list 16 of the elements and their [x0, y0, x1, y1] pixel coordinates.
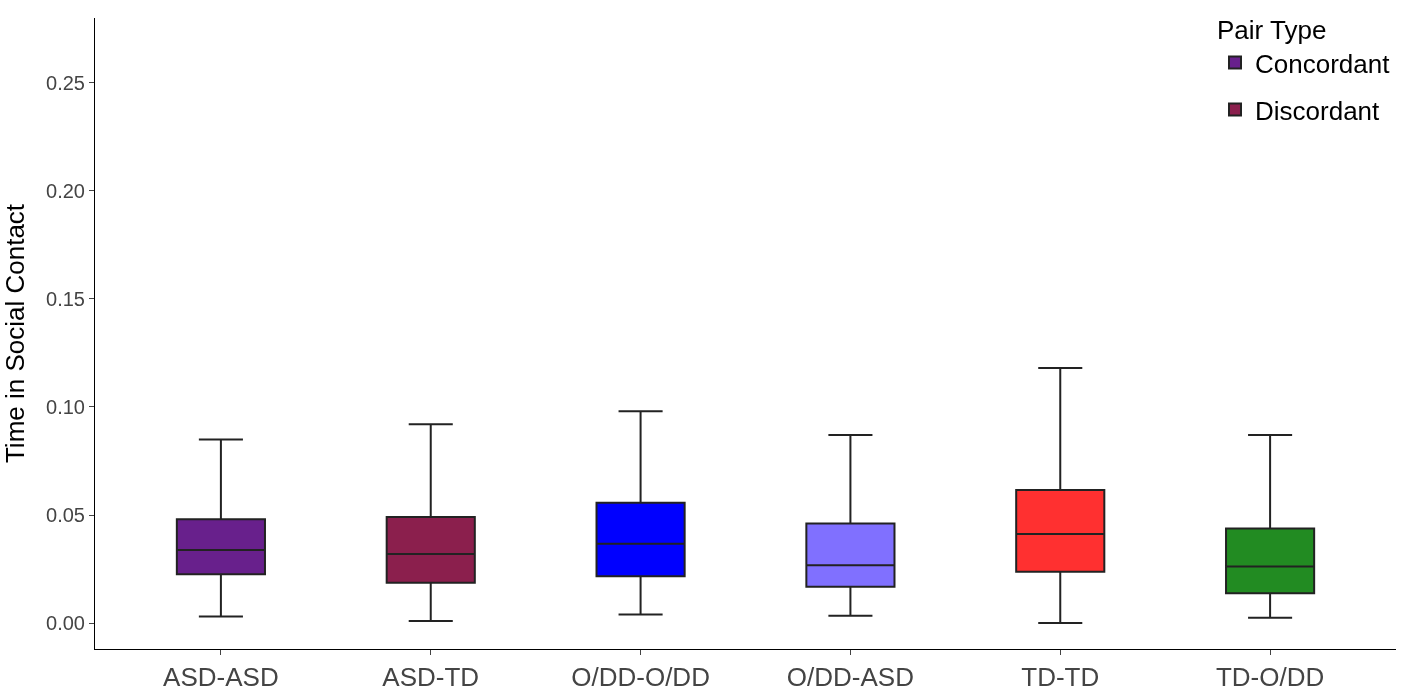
- y-tick-label: 0.15: [46, 287, 85, 310]
- y-tick-label: 0.20: [46, 179, 85, 202]
- x-tick-label: O/DD-ASD: [786, 662, 914, 693]
- legend-label: Discordant: [1255, 95, 1381, 126]
- y-tick-label: 0.05: [46, 504, 85, 527]
- x-tick-label: TD-TD: [1021, 662, 1100, 693]
- y-tick-label: 0.00: [46, 612, 85, 635]
- y-axis-title: Time in Social Contact: [0, 203, 30, 464]
- x-tick-label: ASD-ASD: [163, 662, 279, 693]
- y-tick-label: 0.10: [46, 395, 85, 418]
- x-tick-label: O/DD-O/DD: [571, 662, 710, 693]
- y-tick-label: 0.25: [46, 71, 85, 94]
- x-tick-label: ASD-TD: [382, 662, 480, 693]
- legend-title: Pair Type: [1217, 15, 1327, 46]
- x-tick-label: TD-O/DD: [1215, 662, 1325, 693]
- legend-label: Concordant: [1255, 48, 1391, 79]
